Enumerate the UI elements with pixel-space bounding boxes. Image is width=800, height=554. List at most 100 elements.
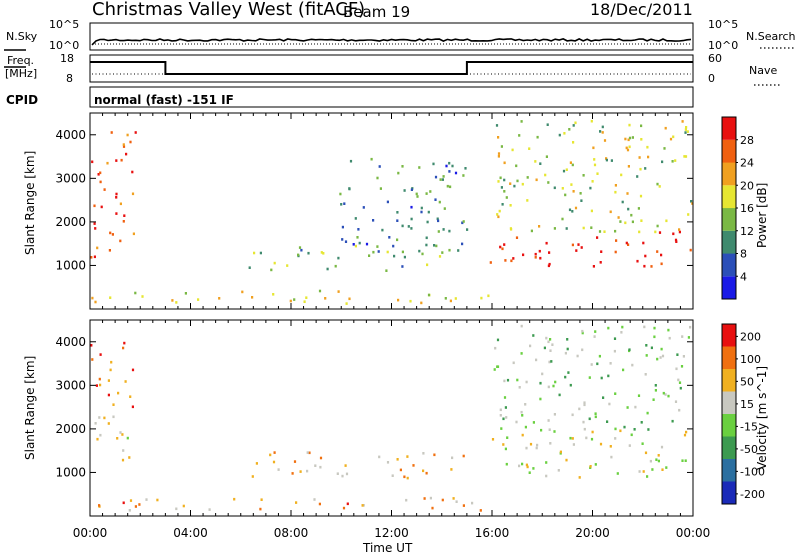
station-title: Christmas Valley West (fitACF) [92,0,365,20]
power-pixel [125,152,128,156]
power-pixel [643,264,646,268]
power-pixel [685,126,688,129]
power-pixel [580,246,583,249]
power-pixel [503,161,506,165]
power-pixel [661,160,664,164]
velocity-pixel [548,428,551,431]
velocity-colorbar-swatch [722,459,736,482]
power-pixel [690,200,693,203]
power-pixel [568,128,571,131]
power-pixel [509,182,512,185]
power-pixel [656,224,659,228]
velocity-pixel [502,443,505,446]
velocity-pixel [112,415,115,419]
velocity-pixel [98,504,101,507]
velocity-pixel [572,443,575,446]
power-pixel [592,265,595,268]
velocity-pixel [642,470,645,473]
time-xlabel: Time UT [362,541,413,554]
power-pixel [571,243,574,247]
power-pixel [106,161,109,165]
velocity-pixel [628,444,631,447]
power-pixel [631,136,634,139]
power-pixel [480,296,483,300]
power-pixel [496,213,499,216]
velocity-pixel [571,437,574,440]
velocity-pixel [134,505,137,508]
power-pixel [339,192,342,196]
velocity-pixel [681,335,684,338]
velocity-pixel [405,498,408,502]
velocity-pixel [535,358,538,362]
velocity-pixel [455,500,458,503]
power-pixel [451,164,454,168]
power-pixel [248,266,251,269]
velocity-pixel [644,373,647,376]
power-pixel [610,159,613,162]
velocity-colorbar-tick: -100 [740,465,765,478]
velocity-pixel [524,425,527,429]
power-pixel [348,297,351,301]
velocity-pixel [403,475,406,479]
power-pixel [93,204,96,208]
time-tick-label: 00:00 [73,526,108,540]
power-pixel [416,195,419,198]
power-pixel [603,230,606,233]
power-pixel [605,157,608,160]
velocity-pixel [645,344,648,347]
power-pixel [590,119,593,123]
power-pixel [426,220,429,224]
power-pixel [665,219,668,223]
power-pixel [396,211,399,214]
velocity-pixel [614,427,617,431]
power-pixel [123,214,126,217]
power-colorbar-tick: 16 [740,202,754,215]
power-pixel [372,219,375,222]
power-pixel [574,206,578,210]
power-pixel [445,164,448,168]
velocity-pixel [565,458,568,462]
power-colorbar-swatch [722,139,736,163]
power-pixel [503,178,506,182]
power-pixel [326,267,329,271]
power-pixel [464,167,467,170]
power-pixel [660,253,663,257]
noise-panel: N.Sky 10^5 10^0 10^5 10^0 N.Search [4,18,796,52]
velocity-pixel [581,329,584,333]
velocity-pixel [479,509,482,512]
power-pixel [259,251,262,255]
power-pixel [512,257,515,260]
power-pixel [503,243,506,246]
power-pixel [429,190,432,193]
velocity-colorbar-swatch [722,436,736,459]
velocity-pixel [678,381,682,384]
velocity-pixel [661,468,664,471]
power-pixel [99,180,102,184]
power-pixel [376,245,379,248]
velocity-pixel [277,468,280,471]
power-pixel [289,299,292,303]
power-pixel [489,261,492,264]
power-pixel [334,264,337,268]
power-pixel [100,205,103,209]
velocity-pixel [674,400,678,403]
velocity-pixel [536,443,539,447]
velocity-pixel [657,454,660,457]
power-pixel [497,155,500,158]
velocity-pixel [583,401,586,404]
power-pixel [664,126,667,130]
power-pixel [644,167,647,170]
power-pixel [526,176,529,179]
power-panel: 1000 2000 3000 4000 Slant Range [km] 4 8 12 16… [23,112,769,310]
velocity-pixel [341,474,344,478]
power-pixel [656,182,659,186]
power-pixel [515,164,518,168]
velocity-pixel [547,419,550,422]
power-pixel [352,243,355,246]
nave-tick-bottom: 0 [708,72,715,85]
power-pixel [115,196,118,199]
power-pixel [534,252,537,256]
power-pixel [134,131,137,134]
power-pixel [251,296,254,299]
power-pixel [603,139,607,142]
